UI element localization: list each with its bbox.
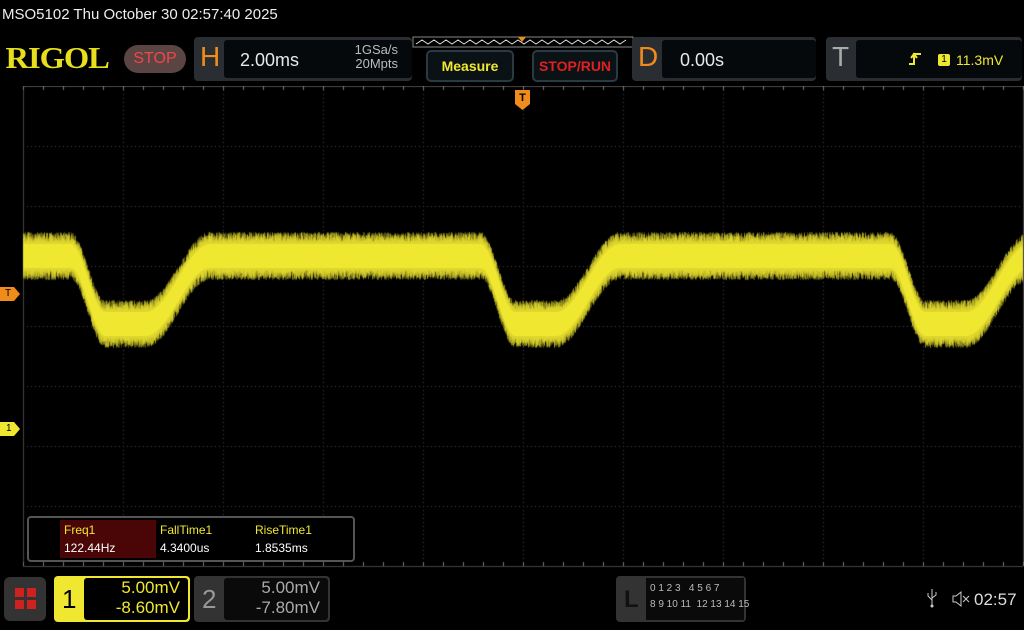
measurement-value: 122.44Hz [64,541,152,555]
grid-menu-icon [4,577,46,621]
channel1-offset: -8.60mV [84,598,180,618]
memory-overview-bar [412,36,634,48]
channel2-label: 2 [202,584,216,615]
channel1-label: 1 [62,584,76,615]
measurement-risetime[interactable]: RiseTime1 1.8535ms [251,520,347,558]
trigger-level: 11.3mV [956,52,1003,68]
sample-rate: 1GSa/s [355,43,398,57]
delay-panel[interactable]: D 0.00s [632,37,816,81]
logic-label: L [624,586,639,614]
measurement-name: Freq1 [64,523,152,537]
channel2-panel[interactable]: 2 5.00mV -7.80mV [194,576,330,622]
measurement-value: 1.8535ms [255,541,343,555]
logic-channels-row1: 0 1 2 3 4 5 6 7 [650,581,740,597]
logic-analyzer-panel[interactable]: L 0 1 2 3 4 5 6 78 9 10 11 12 13 14 15 [616,576,746,622]
run-state-badge[interactable]: STOP [124,45,186,73]
horizontal-panel[interactable]: H 2.00ms 1GSa/s 20Mpts [194,37,412,81]
channel2-offset: -7.80mV [224,598,320,618]
trigger-panel[interactable]: T 1 11.3mV A [826,37,1022,81]
memory-depth: 20Mpts [355,57,398,71]
trigger-source: 1 [938,54,950,66]
usb-icon [926,588,938,608]
channel2-scale: 5.00mV [224,578,320,598]
main-menu-button[interactable] [4,577,46,621]
clock: 02:57 [974,590,1017,610]
speaker-muted-icon[interactable] [951,590,971,608]
measurement-name: RiseTime1 [255,523,343,537]
horizontal-label: H [200,41,220,73]
waveform-display[interactable] [0,86,1024,572]
measurement-freq[interactable]: Freq1 122.44Hz [60,520,156,558]
rising-edge-icon [908,52,922,66]
measurement-panel: Freq1 122.44Hz FallTime1 4.3400us RiseTime… [27,516,355,562]
rigol-logo: RIGOL [6,40,109,76]
measurement-value: 4.3400us [160,541,248,555]
channel1-panel[interactable]: 1 5.00mV -8.60mV [54,576,190,622]
stop-run-button[interactable]: STOP/RUN [532,50,618,82]
measurement-falltime[interactable]: FallTime1 4.3400us [156,520,252,558]
timebase-value: 2.00ms [240,50,299,71]
delay-label: D [638,41,658,73]
status-title: MSO5102 Thu October 30 02:57:40 2025 [2,6,278,23]
trigger-label: T [832,41,849,73]
channel1-scale: 5.00mV [84,578,180,598]
measure-button[interactable]: Measure [426,50,514,82]
measurement-name: FallTime1 [160,523,248,537]
delay-value: 0.00s [680,50,724,71]
logic-channels-row2: 8 9 10 11 12 13 14 15 [650,597,740,613]
